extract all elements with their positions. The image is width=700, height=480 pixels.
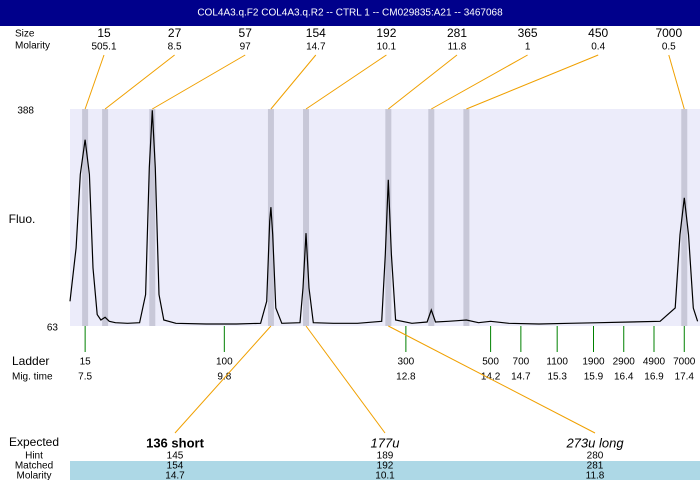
matched: 281 bbox=[587, 461, 604, 472]
peak-molarity: 0.5 bbox=[662, 42, 676, 53]
y-tick-label: 388 bbox=[17, 106, 34, 117]
peak-molarity: 0.4 bbox=[591, 42, 605, 53]
row-label: Molarity bbox=[16, 471, 51, 480]
ladder-size: 500 bbox=[482, 357, 499, 368]
peak-connector bbox=[466, 54, 599, 110]
matched: 192 bbox=[377, 461, 394, 472]
peak-molarity: 10.1 bbox=[377, 42, 397, 53]
peak-size: 365 bbox=[518, 26, 538, 40]
title-bar bbox=[0, 0, 700, 26]
peak-size: 450 bbox=[588, 26, 608, 40]
chart-title: COL4A3.q.F2 COL4A3.q.R2 -- CTRL 1 -- CM0… bbox=[197, 8, 503, 19]
peak-band bbox=[463, 109, 470, 326]
peak-band bbox=[82, 109, 89, 326]
peak-connector bbox=[84, 54, 105, 110]
peak-size: 27 bbox=[168, 26, 182, 40]
row-label: Mig. time bbox=[12, 372, 53, 383]
expected-name: 273u long bbox=[565, 435, 624, 450]
ladder-size: 300 bbox=[398, 357, 415, 368]
row-label: Ladder bbox=[12, 354, 49, 368]
ladder-time: 7.5 bbox=[78, 372, 92, 383]
peak-molarity: 97 bbox=[240, 42, 252, 53]
peak-connector bbox=[305, 54, 387, 110]
row-label: Expected bbox=[9, 435, 59, 449]
y-tick-label: 63 bbox=[47, 323, 59, 334]
expected-name: 177u bbox=[371, 435, 400, 450]
ladder-time: 14.2 bbox=[481, 372, 501, 383]
peak-band bbox=[303, 109, 310, 326]
peak-molarity: 8.5 bbox=[168, 42, 182, 53]
peak-band bbox=[681, 109, 688, 326]
matched-molarity: 10.1 bbox=[375, 471, 395, 480]
y-axis-label: Fluo. bbox=[9, 212, 36, 226]
peak-connector bbox=[388, 54, 458, 110]
ladder-time: 16.9 bbox=[644, 372, 664, 383]
ladder-size: 15 bbox=[80, 357, 92, 368]
ladder-time: 16.4 bbox=[614, 372, 634, 383]
hint: 280 bbox=[587, 451, 604, 462]
expected-connector bbox=[388, 325, 596, 434]
ladder-size: 7000 bbox=[673, 357, 696, 368]
ladder-time: 15.9 bbox=[584, 372, 604, 383]
ladder-size: 1100 bbox=[546, 357, 568, 368]
peak-band bbox=[428, 109, 435, 326]
matched-molarity: 11.8 bbox=[586, 471, 605, 480]
peak-band bbox=[385, 109, 392, 326]
ladder-time: 17.4 bbox=[675, 372, 695, 383]
peak-size: 154 bbox=[306, 26, 326, 40]
peak-band bbox=[102, 109, 109, 326]
row-label: Matched bbox=[15, 461, 53, 472]
row-label: Size bbox=[15, 29, 35, 40]
plot-area bbox=[70, 109, 700, 326]
trace bbox=[69, 110, 699, 325]
row-label: Hint bbox=[25, 451, 43, 462]
ladder-time: 15.3 bbox=[547, 372, 567, 383]
peak-size: 192 bbox=[376, 26, 396, 40]
expected-name: 136 short bbox=[146, 435, 204, 450]
ladder-size: 700 bbox=[513, 357, 530, 368]
ladder-size: 2900 bbox=[613, 357, 636, 368]
peak-connector bbox=[668, 54, 685, 110]
peak-molarity: 505.1 bbox=[91, 42, 116, 53]
peak-connector bbox=[104, 54, 175, 110]
ladder-time: 12.8 bbox=[396, 372, 416, 383]
peak-band bbox=[267, 109, 274, 326]
peak-connector bbox=[152, 54, 246, 110]
matched: 154 bbox=[167, 461, 184, 472]
ladder-size: 4900 bbox=[643, 357, 666, 368]
ladder-size: 100 bbox=[216, 357, 233, 368]
peak-size: 7000 bbox=[655, 26, 682, 40]
matched-background bbox=[70, 461, 700, 480]
peak-size: 15 bbox=[97, 26, 111, 40]
peak-connector bbox=[270, 54, 317, 110]
hint: 189 bbox=[377, 451, 394, 462]
peak-band bbox=[149, 109, 156, 326]
peak-molarity: 1 bbox=[525, 42, 531, 53]
peak-size: 281 bbox=[447, 26, 467, 40]
ladder-time: 14.7 bbox=[511, 372, 531, 383]
expected-connector bbox=[174, 325, 272, 434]
peak-connector bbox=[431, 54, 528, 110]
matched-molarity: 14.7 bbox=[165, 471, 185, 480]
row-label: Molarity bbox=[15, 41, 50, 52]
expected-connector bbox=[305, 325, 386, 434]
peak-size: 57 bbox=[239, 26, 253, 40]
hint: 145 bbox=[167, 451, 184, 462]
ladder-size: 1900 bbox=[582, 357, 605, 368]
peak-molarity: 11.8 bbox=[448, 42, 467, 53]
peak-molarity: 14.7 bbox=[306, 42, 326, 53]
